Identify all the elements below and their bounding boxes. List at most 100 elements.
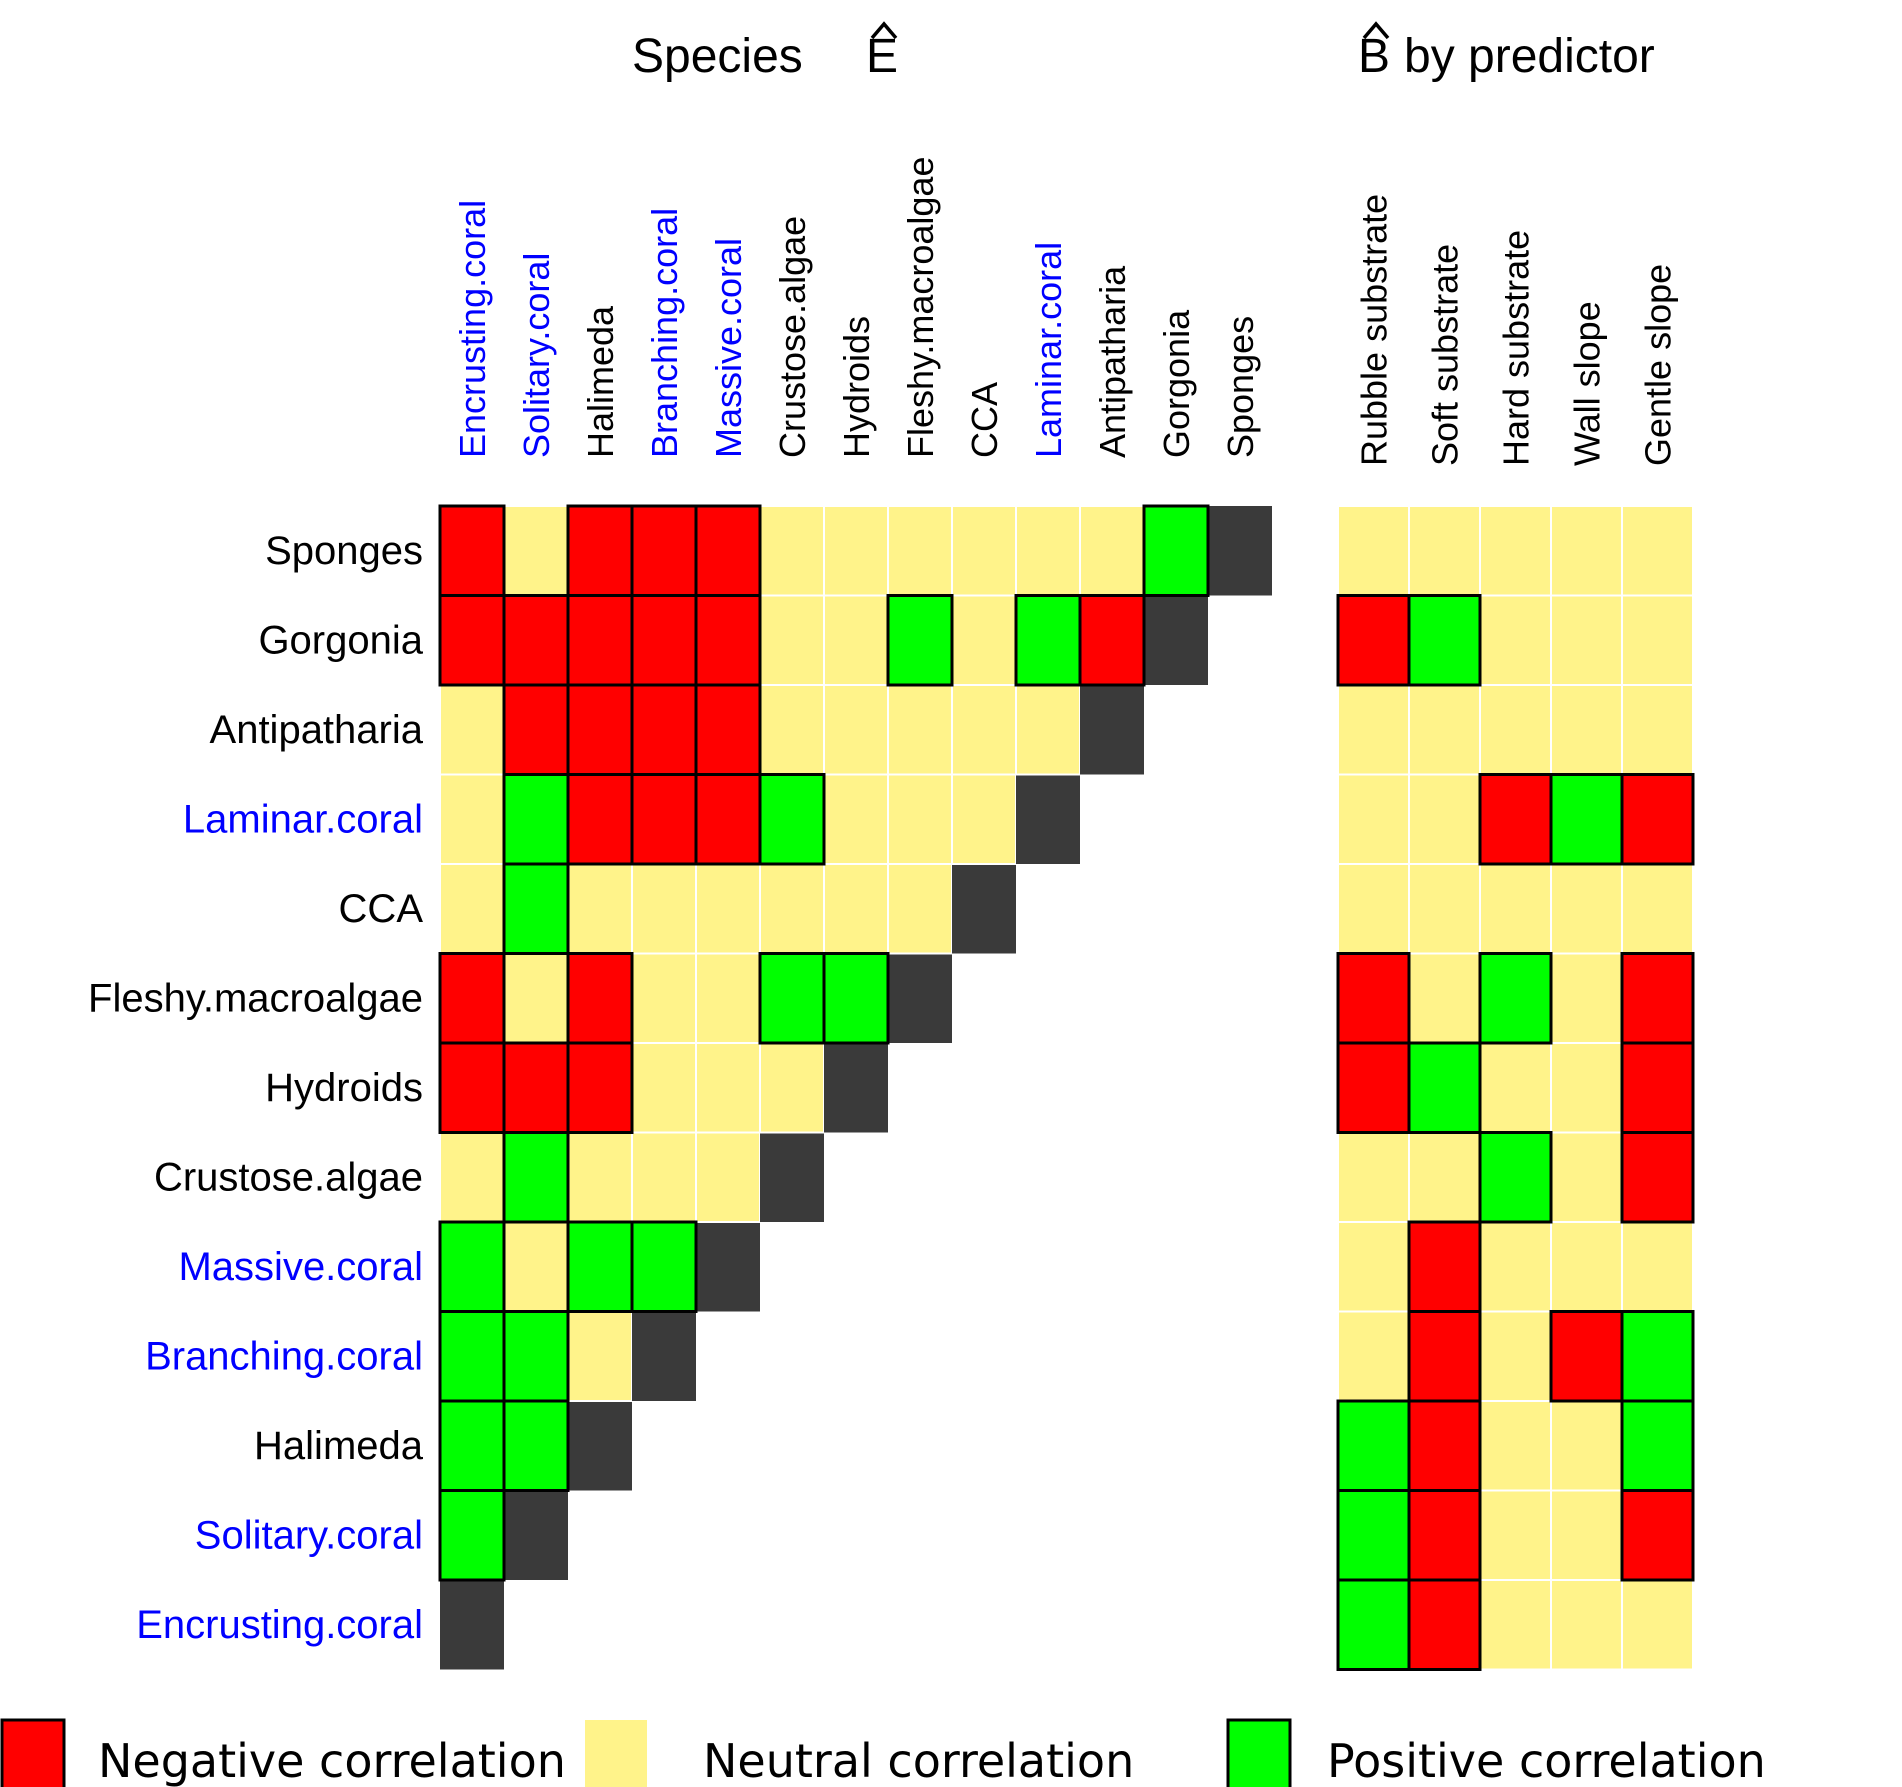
predictor-cell	[1550, 952, 1623, 1044]
significant-cell-outline	[438, 504, 506, 597]
predictor-cell	[1408, 505, 1481, 597]
predictor-cell	[1479, 1310, 1552, 1402]
correlation-cell	[567, 1131, 633, 1223]
correlation-cell	[631, 863, 697, 955]
diagonal-cell	[440, 1580, 504, 1670]
predictor-cell	[1408, 1489, 1481, 1581]
correlation-cell	[439, 1042, 505, 1134]
significant-cell-outline	[1478, 952, 1553, 1045]
legend-label: Positive correlation	[1327, 1734, 1766, 1787]
species-row-labels: Sponges Gorgonia Antipatharia Laminar.coral…	[88, 529, 424, 1647]
significant-cell-outline	[1336, 952, 1411, 1045]
correlation-cell	[503, 1310, 569, 1402]
species-column-label: Crustose.algae	[772, 216, 813, 458]
species-correlation-matrix	[438, 504, 1272, 1670]
predictor-cell	[1550, 1221, 1623, 1313]
predictor-cell	[1337, 1310, 1410, 1402]
predictor-cell	[1479, 952, 1552, 1044]
species-column-label: Halimeda	[580, 305, 621, 458]
predictor-title: by predictor	[1404, 30, 1655, 83]
correlation-cell	[631, 1042, 697, 1134]
predictor-column-label: Soft substrate	[1425, 244, 1466, 466]
correlation-cell	[503, 1400, 569, 1492]
predictor-cell	[1337, 773, 1410, 865]
correlation-cell	[503, 952, 569, 1044]
correlation-cell	[503, 1131, 569, 1223]
significant-cell-outline	[1478, 1131, 1553, 1224]
species-row-label: Halimeda	[254, 1424, 424, 1468]
predictor-cell	[1621, 684, 1694, 776]
predictor-cell	[1479, 684, 1552, 776]
predictor-cell	[1337, 594, 1410, 686]
diagonal-cell	[696, 1222, 760, 1312]
correlation-cell	[439, 773, 505, 865]
significant-cell-outline	[1407, 1041, 1482, 1134]
correlation-cell	[759, 684, 825, 776]
predictor-cell	[1479, 594, 1552, 686]
predictor-cell	[1337, 505, 1410, 597]
significant-cell-outline	[758, 773, 826, 866]
predictor-cell	[1621, 1489, 1694, 1581]
predictor-cell	[1479, 1042, 1552, 1134]
correlation-cell	[1015, 594, 1081, 686]
predictor-cell	[1408, 773, 1481, 865]
species-row-label: Gorgonia	[258, 618, 423, 662]
correlation-cell	[695, 863, 761, 955]
diagonal-cell	[632, 1311, 696, 1401]
correlation-cell	[823, 505, 889, 597]
species-row-label: Antipatharia	[210, 708, 424, 752]
correlation-cell	[951, 505, 1017, 597]
correlation-cell	[631, 1131, 697, 1223]
correlation-cell	[695, 684, 761, 776]
correlation-cell	[951, 684, 1017, 776]
species-title-symbol: E	[866, 30, 898, 83]
correlation-cell	[631, 1221, 697, 1313]
correlation-cell	[439, 1489, 505, 1581]
predictor-cell	[1479, 1579, 1552, 1671]
predictor-cell	[1550, 1489, 1623, 1581]
diagonal-cell	[1208, 506, 1272, 596]
predictor-cell	[1621, 1579, 1694, 1671]
correlation-cell	[887, 684, 953, 776]
correlation-cell	[1079, 505, 1145, 597]
predictor-cell	[1621, 505, 1694, 597]
significant-cell-outline	[630, 1220, 698, 1313]
predictor-cell	[1408, 1131, 1481, 1223]
correlation-cell	[503, 505, 569, 597]
significant-cell-outline	[1078, 594, 1146, 687]
predictor-cell	[1337, 863, 1410, 955]
predictor-column-label: Gentle slope	[1638, 264, 1679, 466]
predictor-column-label: Rubble substrate	[1354, 194, 1395, 466]
predictor-title-symbol: B	[1358, 30, 1390, 83]
significant-cell-outline	[1620, 773, 1695, 866]
predictor-cell	[1408, 1042, 1481, 1134]
predictor-cell	[1408, 594, 1481, 686]
predictor-cell	[1550, 594, 1623, 686]
correlation-cell	[439, 684, 505, 776]
predictor-cell	[1621, 1221, 1694, 1313]
correlation-cell	[567, 594, 633, 686]
correlation-cell	[887, 863, 953, 955]
correlation-cell	[631, 505, 697, 597]
diagonal-cell	[760, 1132, 824, 1222]
correlation-cell	[439, 1400, 505, 1492]
significant-cell-outline	[822, 952, 890, 1045]
correlation-cell	[439, 1310, 505, 1402]
species-row-label: CCA	[339, 887, 424, 931]
species-row-label: Hydroids	[265, 1066, 423, 1110]
correlation-cell	[567, 505, 633, 597]
predictor-cell	[1337, 952, 1410, 1044]
correlation-cell	[631, 952, 697, 1044]
predictor-cell	[1408, 1310, 1481, 1402]
species-column-label: Gorgonia	[1156, 309, 1197, 458]
species-column-label: Solitary.coral	[516, 253, 557, 458]
predictor-cell	[1479, 1400, 1552, 1492]
species-column-label: Fleshy.macroalgae	[900, 157, 941, 458]
diagonal-cell	[888, 953, 952, 1043]
correlation-cell	[567, 952, 633, 1044]
correlation-cell	[759, 505, 825, 597]
significant-cell-outline	[694, 504, 762, 597]
correlation-cell	[567, 1310, 633, 1402]
significant-cell-outline	[502, 1310, 570, 1403]
